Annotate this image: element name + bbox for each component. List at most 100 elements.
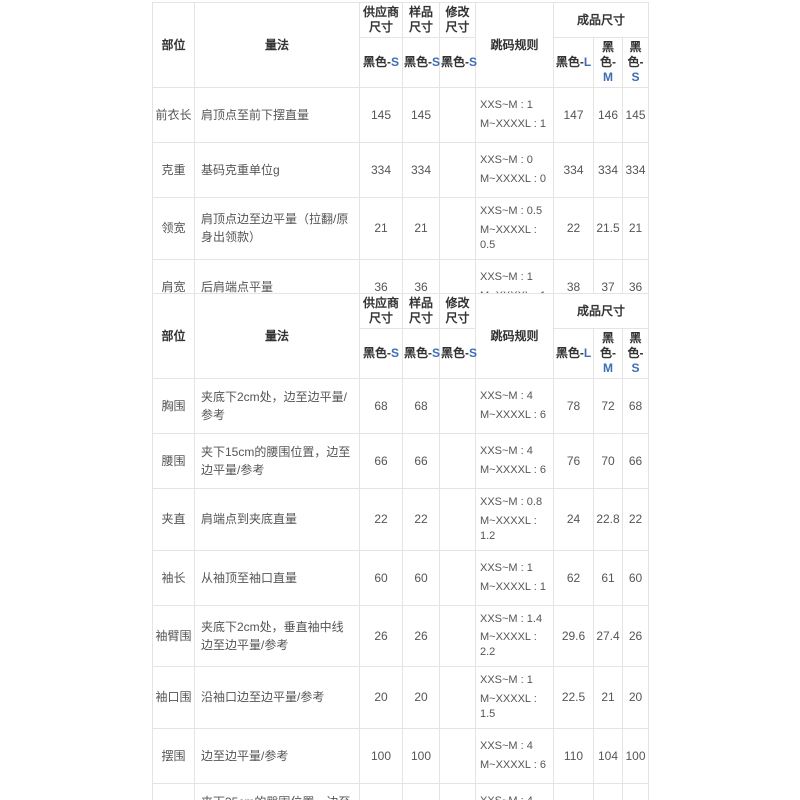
cell-method: 夹底下2cm处，边至边平量/参考: [194, 378, 360, 434]
cell-modify-size: [439, 433, 476, 489]
cell-sample-size: 70: [402, 782, 440, 800]
grading-rule-line-1: XXS~M : 1: [480, 674, 533, 687]
cell-method: 从袖顶至袖口直量: [194, 549, 360, 606]
cell-finished-m: 22.8: [593, 488, 623, 551]
size-link[interactable]: S: [469, 55, 478, 69]
size-color-label: 黑色-: [404, 55, 432, 69]
size-color-label: 黑色-: [441, 346, 469, 360]
cell-finished-m: 61: [593, 549, 623, 606]
cell-finished-l: 22.5: [553, 666, 594, 729]
cell-part: 袖臂围: [152, 604, 195, 668]
grading-rule-line-1: XXS~M : 4: [480, 794, 552, 800]
cell-sample-size: 68: [402, 378, 440, 434]
size-link[interactable]: S: [631, 70, 640, 84]
sub-header-finished-black-m: 黑色-M: [593, 328, 623, 379]
size-link[interactable]: L: [583, 346, 592, 360]
header-group-row: 部位 量法 供应商尺寸 样品尺寸 修改尺寸 跳码规则 成品尺寸: [152, 293, 650, 379]
table-body: 胸围 夹底下2cm处，边至边平量/参考 68 68 XXS~M : 4 M~XXXXL :…: [152, 378, 650, 800]
cell-grading-rule: XXS~M : 1 M~XXXXL : 1: [475, 549, 554, 606]
col-header-grading-rule: 跳码规则: [475, 293, 554, 379]
cell-finished-s: 145: [621, 87, 650, 143]
grading-rule-line-2: M~XXXXL : 1: [480, 118, 546, 130]
cell-finished-s: 68: [621, 378, 650, 434]
sub-header-finished-black-s: 黑色-S: [621, 37, 650, 88]
cell-sample-size: 22: [402, 488, 440, 551]
col-header-modify-size: 修改尺寸: [439, 293, 476, 329]
cell-modify-size: [439, 142, 476, 198]
cell-supplier-size: 60: [359, 549, 403, 606]
cell-finished-s: 334: [621, 142, 650, 198]
cell-modify-size: [439, 87, 476, 143]
cell-finished-l: 22: [553, 197, 594, 260]
cell-sample-size: 334: [402, 142, 440, 198]
cell-grading-rule: XXS~M : 4M~XXXXL : 6: [475, 782, 554, 800]
cell-method: 肩顶点至前下摆直量: [194, 87, 360, 143]
grading-rule-line-1: XXS~M : 1: [480, 99, 533, 112]
cell-part: 袖长: [152, 549, 195, 606]
grading-rule-line-1: XXS~M : 1: [480, 561, 533, 574]
cell-finished-l: 76: [553, 433, 594, 489]
cell-supplier-size: 334: [359, 142, 403, 198]
grading-rule-line-1: XXS~M : 4: [480, 739, 533, 752]
table-row: 前衣长 肩顶点至前下摆直量 145 145 XXS~M : 1 M~XXXXL : 1 14…: [152, 87, 650, 143]
cell-supplier-size: 21: [359, 197, 403, 260]
cell-finished-m: 74: [593, 782, 623, 800]
cell-part: 臀围: [152, 782, 195, 800]
size-link[interactable]: S: [390, 55, 399, 69]
cell-part: 前衣长: [152, 87, 195, 143]
cell-finished-s: 20: [621, 666, 650, 729]
grading-rule-line-2: M~XXXXL : 1.5: [480, 692, 537, 720]
grading-rule-line-2: M~XXXXL : 2.2: [480, 631, 537, 659]
cell-method: 肩顶点边至边平量（拉翻/原身出领款）: [194, 197, 360, 260]
table-row: 领宽 肩顶点边至边平量（拉翻/原身出领款） 21 21 XXS~M : 0.5 M~XXX…: [152, 197, 650, 260]
sub-header-supplier-black-s: 黑色-S: [359, 328, 403, 379]
size-link[interactable]: S: [432, 346, 441, 360]
cell-finished-m: 21.5: [593, 197, 623, 260]
cell-sample-size: 21: [402, 197, 440, 260]
sub-header-finished-black-l: 黑色-L: [553, 37, 594, 88]
size-link[interactable]: S: [631, 361, 640, 375]
cell-finished-l: 80: [553, 782, 594, 800]
cell-supplier-size: 26: [359, 604, 403, 668]
cell-method: 夹下15cm的腰围位置，边至边平量/参考: [194, 433, 360, 489]
cell-supplier-size: 20: [359, 666, 403, 729]
grading-rule-line-2: M~XXXXL : 0: [480, 173, 546, 185]
cell-grading-rule: XXS~M : 1.4 M~XXXXL : 2.2: [475, 604, 554, 668]
size-color-label: 黑色-: [555, 55, 584, 69]
cell-supplier-size: 66: [359, 433, 403, 489]
table-row: 袖口围 沿袖口边至边平量/参考 20 20 XXS~M : 1 M~XXXXL : 1.5…: [152, 666, 650, 729]
cell-part: 腰围: [152, 433, 195, 489]
cell-method: 夹下35cm的臀围位置，边至边平量/参考: [194, 782, 360, 800]
size-link[interactable]: L: [583, 55, 592, 69]
cell-sample-size: 145: [402, 87, 440, 143]
size-link[interactable]: S: [469, 346, 478, 360]
table-header: 部位 量法 供应商尺寸 样品尺寸 修改尺寸 跳码规则 成品尺寸 黑色-S 黑色-S 黑色-S 黑色-…: [152, 2, 650, 88]
table-row: 摆围 边至边平量/参考 100 100 XXS~M : 4 M~XXXXL : 6 110 1…: [152, 727, 650, 784]
size-color-label: 黑色-: [555, 346, 584, 360]
cell-modify-size: [439, 782, 476, 800]
grading-rule-line-1: XXS~M : 0.8: [480, 496, 543, 508]
cell-finished-l: 78: [553, 378, 594, 434]
cell-modify-size: [439, 666, 476, 729]
cell-finished-l: 24: [553, 488, 594, 551]
cell-finished-l: 334: [553, 142, 594, 198]
size-link[interactable]: M: [603, 70, 613, 84]
cell-method: 夹底下2cm处，垂直袖中线边至边平量/参考: [194, 604, 360, 668]
col-header-grading-rule: 跳码规则: [475, 2, 554, 88]
table-body: 前衣长 肩顶点至前下摆直量 145 145 XXS~M : 1 M~XXXXL : 1 14…: [152, 87, 650, 315]
cell-finished-s: 21: [621, 197, 650, 260]
sub-header-supplier-black-s: 黑色-S: [359, 37, 403, 88]
size-link[interactable]: S: [432, 55, 441, 69]
grading-rule-line-2: M~XXXXL : 0.5: [480, 223, 537, 251]
col-header-part: 部位: [152, 293, 195, 379]
header-sub-row: 黑色-S 黑色-S 黑色-S 黑色-L 黑色-M 黑色-S: [153, 328, 650, 379]
size-link[interactable]: S: [390, 346, 399, 360]
col-header-method: 量法: [194, 293, 360, 379]
col-header-sample-size: 样品尺寸: [402, 293, 440, 329]
size-link[interactable]: M: [603, 361, 613, 375]
grading-rule-line-1: XXS~M : 1: [480, 270, 533, 283]
grading-rule-line-1: XXS~M : 0.5: [480, 205, 543, 217]
col-header-supplier-size: 供应商尺寸: [359, 293, 403, 329]
sub-header-modify-black-s: 黑色-S: [439, 328, 478, 379]
